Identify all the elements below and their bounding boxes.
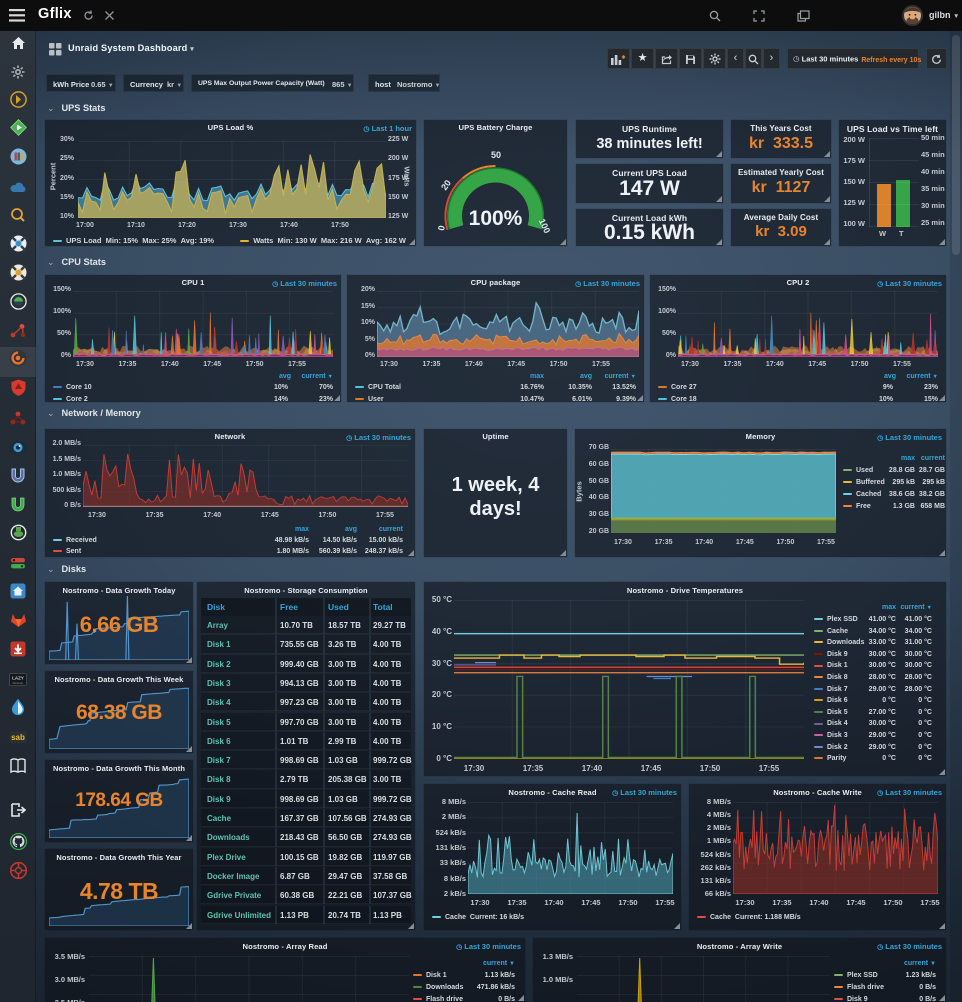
- svg-text:sab: sab: [11, 733, 25, 742]
- svg-text:LAZY: LAZY: [12, 676, 24, 681]
- svg-text:librarian: librarian: [13, 681, 24, 685]
